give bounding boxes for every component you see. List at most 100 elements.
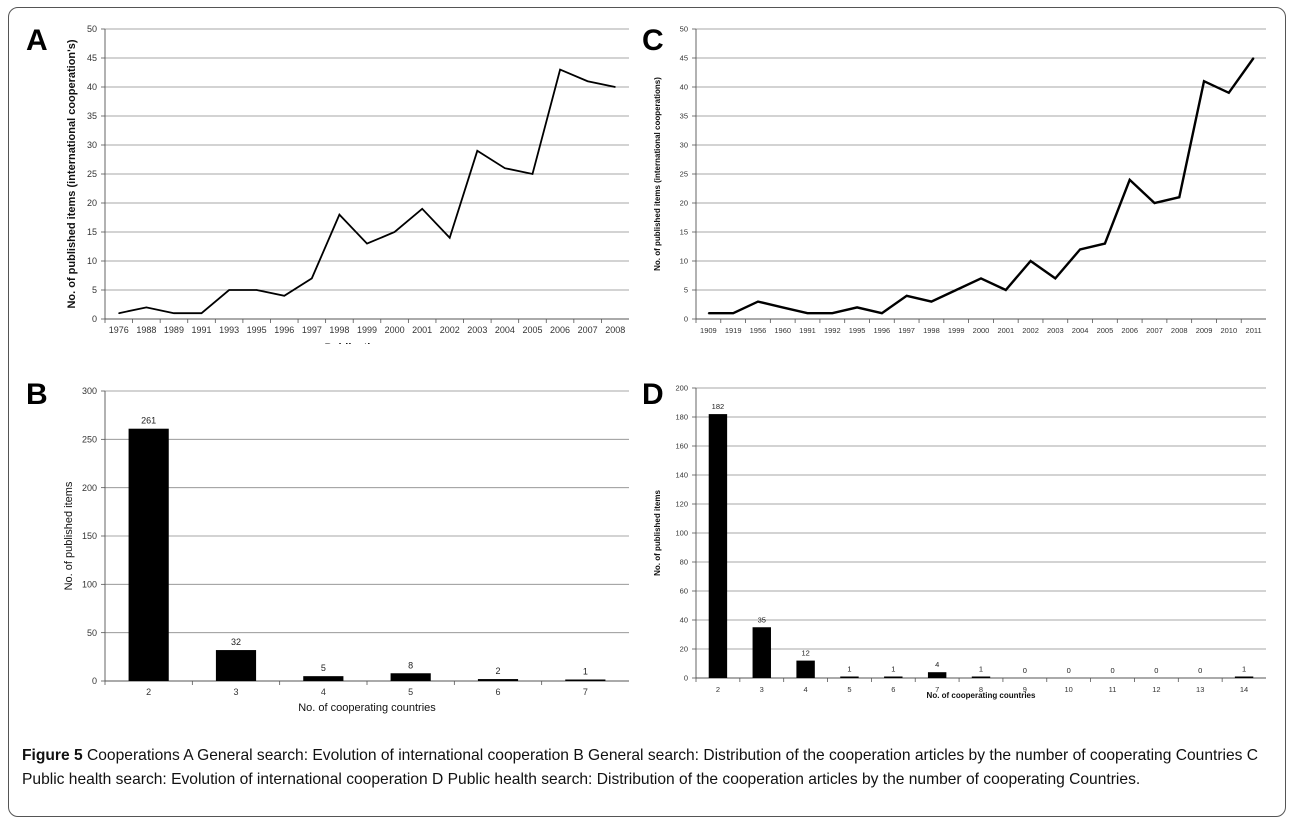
data-point xyxy=(1054,277,1056,279)
bar-d xyxy=(796,660,815,678)
y-tick-label-c: 15 xyxy=(680,228,688,237)
data-point xyxy=(707,312,709,314)
x-tick-label-a: 2000 xyxy=(385,325,405,335)
data-point xyxy=(1203,80,1205,82)
y-tick-label-a: 30 xyxy=(87,140,97,150)
x-tick-label-c: 1997 xyxy=(898,326,915,335)
data-point xyxy=(1029,260,1032,262)
y-tick-label-d: 80 xyxy=(680,558,688,567)
panel-b-letter: B xyxy=(26,378,48,411)
data-label-d: 35 xyxy=(758,615,766,624)
y-tick-label-a: 20 xyxy=(87,198,97,208)
data-label-d: 1 xyxy=(979,665,983,674)
data-label-d: 1 xyxy=(891,665,895,674)
x-tick-label-d: 14 xyxy=(1240,685,1248,694)
caption-label: Figure 5 xyxy=(22,747,83,764)
x-tick-label-c: 2010 xyxy=(1220,326,1237,335)
x-tick-label-d: 6 xyxy=(891,685,895,694)
x-tick-label-c: 1960 xyxy=(774,326,791,335)
x-tick-label-a: 1999 xyxy=(357,325,377,335)
data-label-d: 182 xyxy=(712,402,725,411)
x-tick-label-c: 1956 xyxy=(750,326,767,335)
data-point xyxy=(587,80,589,82)
data-point xyxy=(476,150,478,152)
y-tick-label-a: 40 xyxy=(87,82,97,92)
x-tick-label-d: 11 xyxy=(1109,685,1117,694)
bar-d xyxy=(927,672,947,678)
figure-caption: Figure 5 Cooperations A General search: … xyxy=(22,744,1277,792)
x-tick-label-c: 1919 xyxy=(725,326,742,335)
panel-d: D 0 20 40 60 80 100 120 140 160 180 200 No. of publ… xyxy=(638,378,1288,718)
chart-b: 0 50 100 150 200 250 300 No. of published items… xyxy=(63,386,629,714)
data-point xyxy=(504,167,506,169)
data-point xyxy=(559,69,561,71)
x-tick-label-c: 2007 xyxy=(1146,326,1163,335)
x-tick-label-c: 1992 xyxy=(824,326,841,335)
data-point xyxy=(930,301,933,303)
x-axis-title-b: No. of cooperating countries xyxy=(298,702,436,714)
data-point xyxy=(732,312,734,314)
data-point xyxy=(782,306,784,308)
y-tick-label-c: 5 xyxy=(684,286,688,295)
panel-b: B 0 50 100 150 200 250 300 No. of published ite… xyxy=(20,378,640,718)
x-tick-label-a: 1989 xyxy=(164,325,184,335)
data-label-d: 0 xyxy=(1154,666,1158,675)
data-point xyxy=(1228,92,1230,94)
y-tick-label-b: 250 xyxy=(82,434,97,444)
x-tick-label-a: 2008 xyxy=(605,325,625,335)
bar-b xyxy=(215,650,257,681)
x-tick-label-d: 12 xyxy=(1152,685,1160,694)
x-tick-label-c: 2006 xyxy=(1121,326,1138,335)
panel-a: A 0 5 10 15 20 25 30 35 40 45 50 No. of published i… xyxy=(20,14,640,354)
x-tick-label-c: 1999 xyxy=(948,326,965,335)
data-point xyxy=(955,289,957,291)
data-label-d: 1 xyxy=(1242,665,1246,674)
data-label-b: 1 xyxy=(583,667,588,677)
x-tick-label-a: 1991 xyxy=(192,325,212,335)
data-label-d: 0 xyxy=(1067,666,1071,675)
series-line-c xyxy=(708,57,1255,315)
bar-b xyxy=(477,679,519,681)
x-tick-label-c: 2011 xyxy=(1246,326,1262,335)
bar-d xyxy=(708,414,728,678)
bar-d xyxy=(1234,676,1254,678)
bar-b xyxy=(303,676,344,681)
x-tick-label-a: 2003 xyxy=(467,325,487,335)
data-label-d: 0 xyxy=(1110,666,1114,675)
x-tick-label-a: 1995 xyxy=(247,325,267,335)
panel-a-letter: A xyxy=(26,24,48,57)
x-tick-label-d: 10 xyxy=(1065,685,1073,694)
x-tick-label-d: 2 xyxy=(716,685,720,694)
y-tick-label-b: 200 xyxy=(82,483,97,493)
x-tick-label-a: 2006 xyxy=(550,325,570,335)
figure-frame xyxy=(8,7,1286,817)
x-tick-label-a: 2002 xyxy=(440,325,460,335)
y-tick-label-d: 60 xyxy=(680,587,688,596)
x-tick-label-c: 2008 xyxy=(1171,326,1188,335)
x-axis-title-a: Publication year xyxy=(325,342,411,344)
x-tick-label-a: 1993 xyxy=(219,325,239,335)
y-tick-label-c: 25 xyxy=(680,170,688,179)
chart-a: 0 5 10 15 20 25 30 35 40 45 50 No. of published ite… xyxy=(66,24,629,354)
x-tick-label-d: 8 xyxy=(979,685,983,694)
x-tick-label-c: 1998 xyxy=(923,326,940,335)
data-point xyxy=(283,295,285,297)
x-tick-label-d: 4 xyxy=(804,685,808,694)
data-point xyxy=(614,86,616,88)
y-tick-label-d: 100 xyxy=(675,529,688,538)
data-label-b: 8 xyxy=(408,660,413,670)
chart-c: 0 5 10 15 20 25 30 35 40 45 50 No. of published ite… xyxy=(653,25,1266,353)
data-point xyxy=(757,301,759,303)
x-tick-label-c: 1909 xyxy=(700,326,717,335)
data-label-d: 12 xyxy=(801,649,809,658)
y-tick-label-a: 35 xyxy=(87,111,97,121)
bar-b xyxy=(128,428,169,681)
x-tick-label-b: 2 xyxy=(146,687,151,697)
y-tick-label-d: 200 xyxy=(675,384,688,393)
data-point xyxy=(228,289,230,291)
y-tick-label-a: 15 xyxy=(87,227,97,237)
data-point xyxy=(338,214,341,216)
x-tick-label-c: 1995 xyxy=(849,326,866,335)
y-tick-label-d: 40 xyxy=(680,616,688,625)
data-label-d: 1 xyxy=(847,665,851,674)
